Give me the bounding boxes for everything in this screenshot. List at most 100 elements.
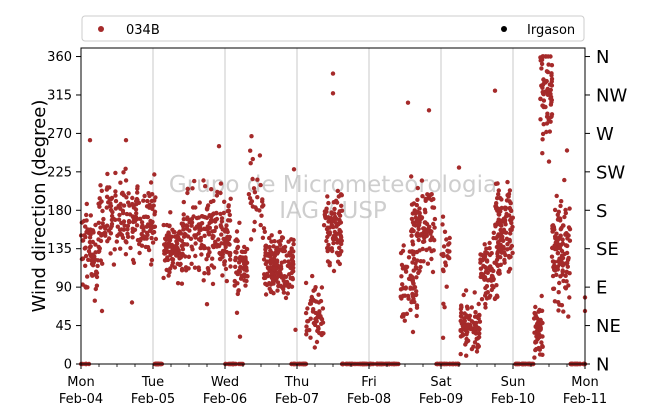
point-034b <box>405 100 411 105</box>
point-034b <box>181 234 187 239</box>
point-034b <box>339 203 344 208</box>
point-034b <box>150 240 156 245</box>
point-034b <box>316 312 321 317</box>
point-034b <box>83 263 88 268</box>
point-034b <box>552 207 558 213</box>
point-034b <box>207 213 212 218</box>
point-034b <box>104 205 110 210</box>
point-034b <box>555 250 561 256</box>
point-034b <box>426 108 432 113</box>
point-034b <box>474 349 480 354</box>
point-034b <box>503 218 508 223</box>
point-034b <box>210 281 216 287</box>
legend-label-irgason: Irgason <box>527 23 575 38</box>
point-034b <box>88 213 94 218</box>
point-034b <box>554 231 559 236</box>
point-034b <box>474 320 479 326</box>
point-034b <box>90 273 95 278</box>
point-034b <box>139 243 145 248</box>
point-034b <box>321 223 327 228</box>
x-tick-label-date: Feb-11 <box>563 392 607 407</box>
point-034b <box>337 238 342 243</box>
point-034b <box>145 198 150 204</box>
point-034b <box>144 236 149 241</box>
point-034b <box>420 246 425 252</box>
point-034b <box>544 78 549 84</box>
point-034b <box>275 288 280 293</box>
point-034b <box>510 250 515 256</box>
point-034b <box>566 314 571 319</box>
x-tick-label-day: Wed <box>211 375 239 390</box>
point-034b <box>475 342 480 348</box>
point-034b <box>165 255 170 260</box>
point-034b <box>204 257 209 262</box>
point-034b <box>133 207 139 212</box>
point-034b <box>464 336 469 342</box>
point-034b <box>331 224 336 230</box>
point-034b <box>458 328 463 333</box>
point-034b <box>409 202 415 207</box>
point-034b <box>82 233 87 238</box>
point-034b <box>166 273 171 278</box>
point-034b <box>562 177 567 183</box>
point-034b <box>218 211 223 217</box>
point-034b <box>213 225 219 230</box>
point-034b <box>255 177 260 182</box>
point-034b <box>168 266 173 271</box>
point-034b <box>314 339 320 345</box>
point-034b <box>172 265 178 270</box>
point-034b <box>562 214 567 220</box>
point-034b <box>313 285 318 290</box>
point-034b <box>543 104 548 110</box>
point-034b <box>123 138 129 143</box>
point-034b <box>327 263 332 268</box>
point-034b <box>410 274 415 280</box>
point-034b <box>135 190 140 195</box>
point-034b <box>168 249 173 255</box>
point-034b <box>560 223 566 228</box>
point-034b <box>487 246 492 251</box>
point-034b <box>506 269 511 274</box>
point-034b <box>472 290 477 295</box>
point-034b <box>228 196 233 201</box>
point-034b <box>186 254 192 259</box>
point-034b <box>532 355 537 360</box>
point-034b <box>305 306 310 311</box>
point-034b <box>263 246 268 251</box>
point-034b <box>490 275 495 281</box>
point-034b <box>401 243 406 248</box>
point-034b <box>496 192 501 197</box>
point-034b <box>255 195 260 200</box>
point-034b <box>84 201 90 207</box>
point-034b <box>210 235 215 241</box>
point-034b <box>325 230 331 235</box>
point-034b <box>79 220 85 225</box>
point-034b <box>498 221 503 226</box>
point-034b <box>201 226 207 231</box>
point-034b <box>129 300 135 305</box>
point-034b <box>132 227 138 232</box>
point-034b <box>291 167 297 172</box>
point-034b <box>213 239 218 244</box>
point-034b <box>97 246 103 251</box>
point-034b <box>125 223 131 229</box>
point-034b <box>181 224 186 229</box>
point-034b <box>325 194 330 199</box>
point-034b <box>162 242 167 247</box>
y-tick-label: 45 <box>55 319 72 334</box>
point-034b <box>263 251 269 256</box>
point-034b <box>205 203 211 208</box>
point-034b <box>123 252 129 257</box>
point-034b <box>496 232 501 237</box>
point-034b <box>260 197 265 202</box>
point-034b <box>269 233 274 238</box>
point-034b <box>198 245 203 251</box>
point-034b <box>491 285 496 290</box>
point-034b <box>117 227 123 233</box>
x-tick-label-date: Feb-07 <box>275 392 319 407</box>
point-034b <box>325 259 331 264</box>
point-034b <box>234 250 239 255</box>
point-034b <box>238 276 244 281</box>
point-034b <box>169 256 175 262</box>
point-034b <box>272 239 277 244</box>
